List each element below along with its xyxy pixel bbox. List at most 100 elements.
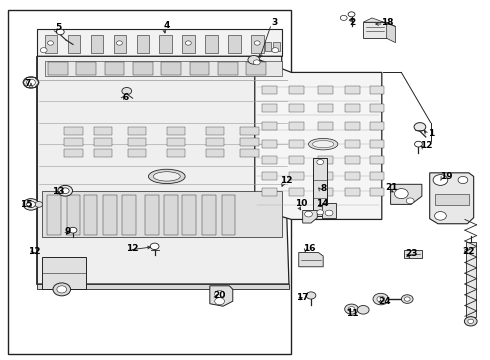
Bar	[318, 86, 333, 94]
Text: 8: 8	[320, 184, 326, 193]
Text: 12: 12	[126, 244, 139, 253]
Polygon shape	[303, 211, 318, 223]
Bar	[369, 140, 384, 148]
Circle shape	[122, 87, 132, 95]
Bar	[318, 172, 333, 180]
Bar	[262, 86, 277, 94]
Bar	[318, 104, 333, 112]
Bar	[345, 86, 360, 94]
Text: 1: 1	[428, 129, 434, 138]
Bar	[164, 195, 178, 234]
Polygon shape	[430, 173, 474, 224]
Bar	[68, 35, 80, 53]
Bar	[228, 35, 241, 53]
Text: 17: 17	[296, 293, 309, 302]
Bar	[289, 140, 304, 148]
Text: 12: 12	[419, 141, 432, 150]
Bar	[122, 195, 136, 234]
Bar	[262, 188, 277, 196]
Bar	[262, 156, 277, 164]
Text: 11: 11	[346, 309, 359, 318]
Bar	[345, 156, 360, 164]
Text: 6: 6	[122, 93, 128, 102]
Bar	[202, 195, 216, 234]
Circle shape	[53, 283, 71, 296]
Bar	[182, 195, 196, 234]
Bar	[67, 195, 80, 234]
Bar	[369, 104, 384, 112]
Text: 20: 20	[214, 291, 226, 300]
Bar	[8, 10, 292, 354]
Bar	[206, 127, 224, 135]
Circle shape	[348, 307, 355, 312]
Ellipse shape	[153, 172, 180, 181]
Circle shape	[415, 141, 422, 147]
Bar	[221, 195, 235, 234]
Bar	[289, 156, 304, 164]
Circle shape	[401, 295, 413, 303]
Polygon shape	[37, 30, 282, 56]
Text: 19: 19	[440, 172, 453, 181]
Polygon shape	[391, 184, 422, 204]
Text: 14: 14	[316, 199, 328, 208]
Circle shape	[404, 297, 410, 301]
Bar	[345, 140, 360, 148]
Polygon shape	[387, 22, 395, 42]
Bar	[240, 149, 259, 157]
Bar	[91, 35, 103, 53]
Bar	[128, 149, 147, 157]
Circle shape	[325, 210, 333, 216]
Bar	[94, 138, 112, 146]
Bar	[205, 35, 218, 53]
Circle shape	[23, 199, 39, 210]
Bar	[289, 172, 304, 180]
Bar	[145, 195, 159, 234]
Circle shape	[69, 227, 77, 233]
Circle shape	[340, 15, 347, 21]
Bar	[466, 242, 476, 317]
Bar	[262, 140, 277, 148]
Bar	[94, 149, 112, 157]
Bar	[105, 62, 124, 75]
Circle shape	[377, 296, 385, 302]
Text: 16: 16	[303, 244, 316, 253]
Bar	[246, 62, 266, 75]
Bar	[265, 42, 271, 51]
Bar	[64, 127, 83, 135]
Polygon shape	[37, 284, 289, 289]
Bar	[345, 188, 360, 196]
Bar	[206, 149, 224, 157]
Text: 10: 10	[295, 199, 307, 208]
Circle shape	[435, 212, 446, 220]
Polygon shape	[435, 194, 469, 205]
Bar	[42, 191, 282, 237]
Text: 24: 24	[378, 297, 391, 306]
Text: 21: 21	[385, 183, 398, 192]
Bar	[273, 42, 280, 51]
Bar	[369, 86, 384, 94]
Circle shape	[465, 317, 477, 326]
Circle shape	[306, 292, 316, 299]
Bar	[161, 62, 181, 75]
Bar	[289, 188, 304, 196]
Circle shape	[185, 41, 191, 45]
Bar	[64, 138, 83, 146]
Text: 22: 22	[463, 247, 475, 256]
Circle shape	[26, 79, 35, 86]
Bar	[167, 149, 185, 157]
Circle shape	[406, 198, 414, 204]
Text: 9: 9	[65, 228, 72, 237]
Circle shape	[35, 202, 43, 207]
Bar	[318, 140, 333, 148]
Circle shape	[433, 175, 448, 185]
Bar	[345, 104, 360, 112]
Bar	[190, 62, 209, 75]
Circle shape	[373, 293, 389, 305]
Bar	[318, 122, 333, 130]
Bar	[167, 138, 185, 146]
Text: 3: 3	[271, 18, 277, 27]
Polygon shape	[299, 252, 323, 267]
Polygon shape	[36, 56, 37, 284]
Ellipse shape	[313, 140, 334, 148]
Text: 12: 12	[27, 247, 40, 256]
